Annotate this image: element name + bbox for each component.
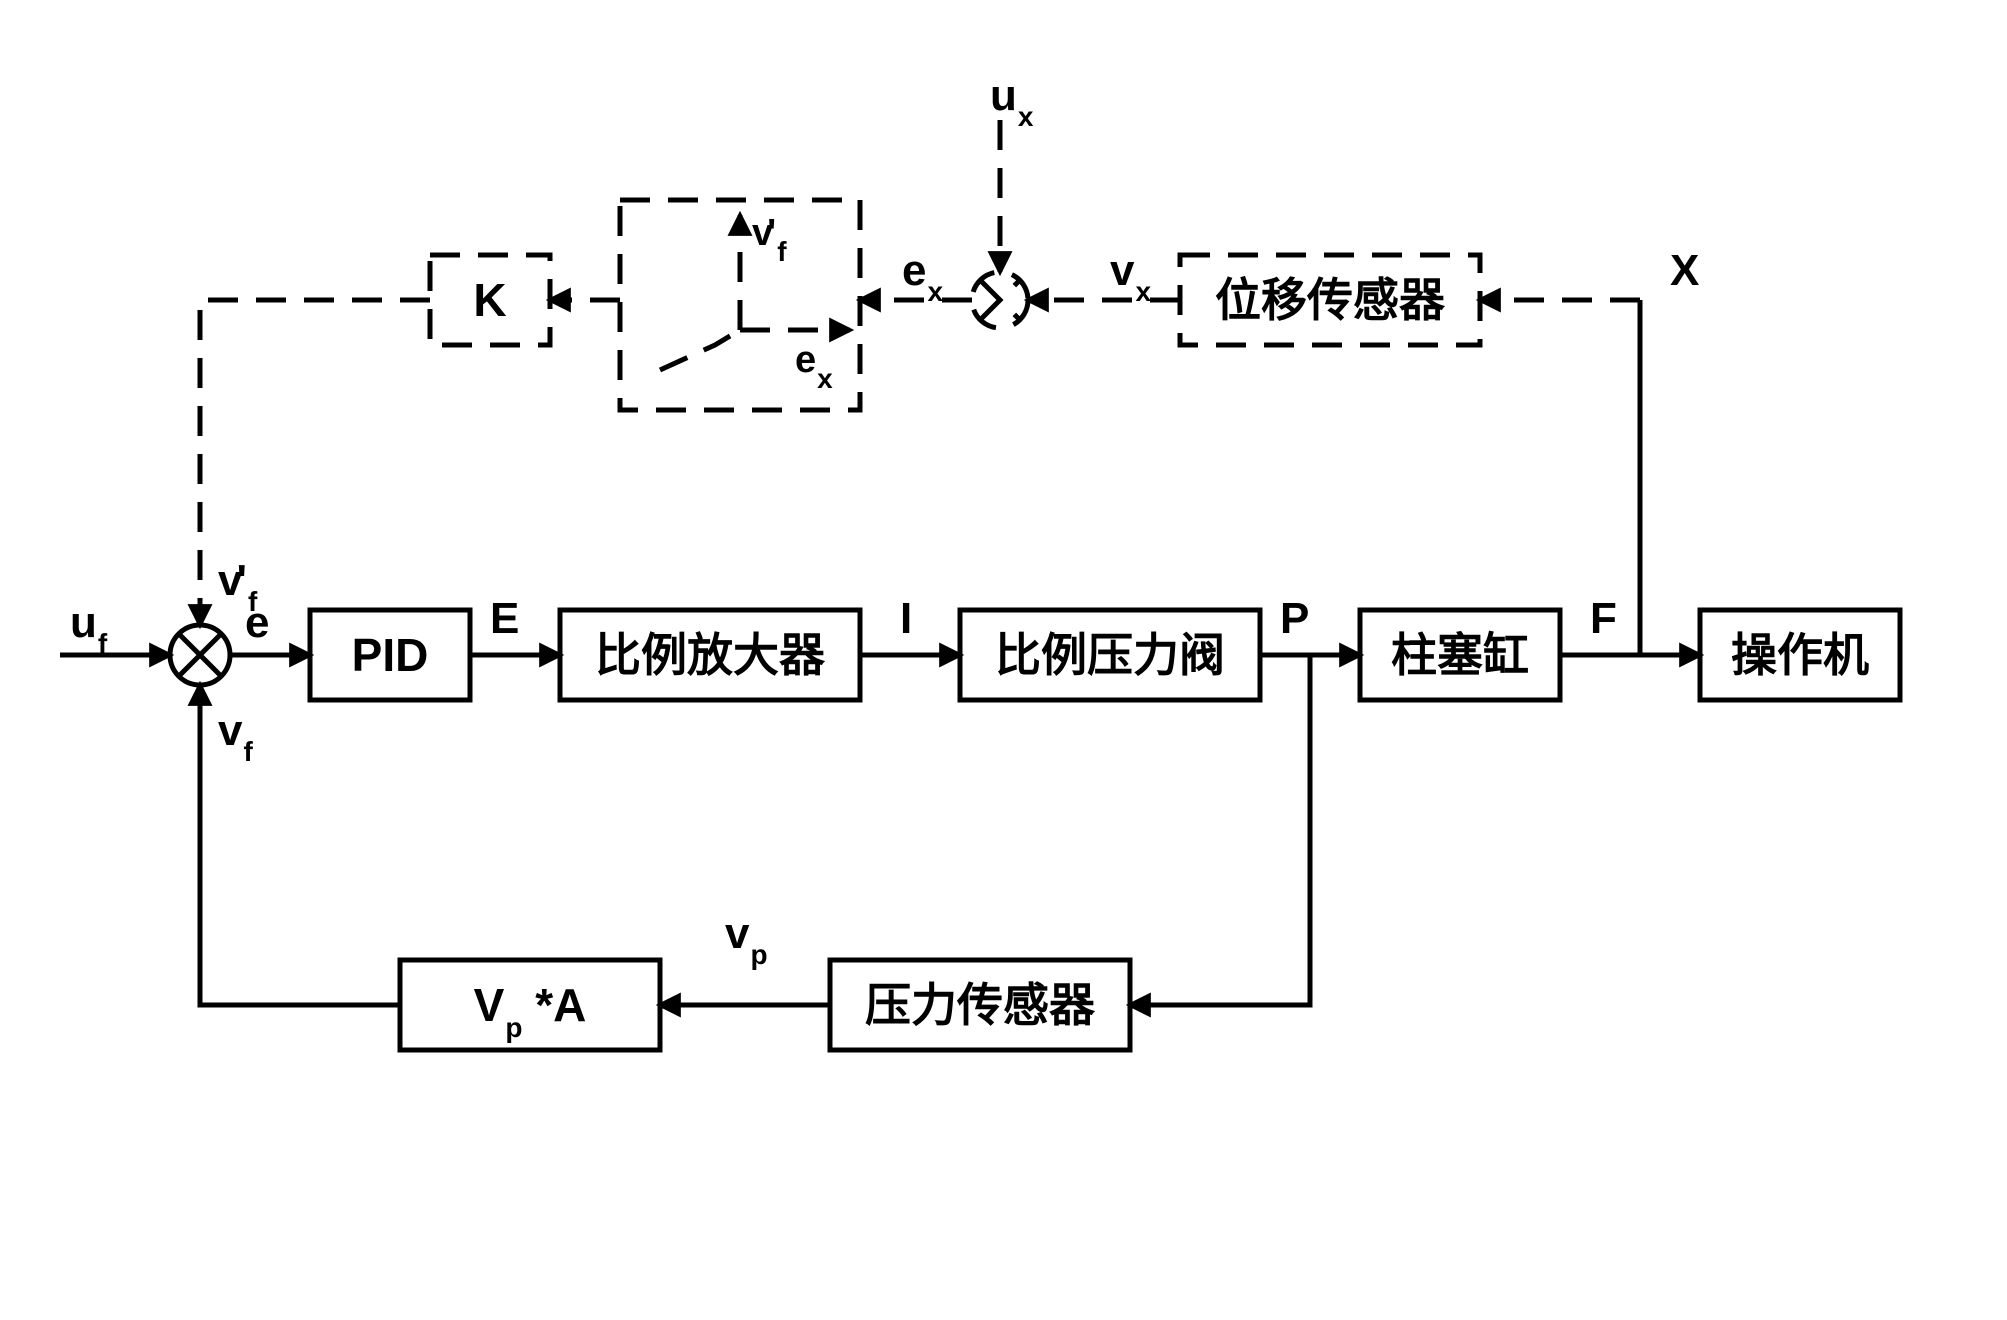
label-vp: vp [725, 909, 768, 970]
block-label-manip: 操作机 [1731, 629, 1869, 681]
label-E: E [490, 594, 519, 643]
nl-y-label: v'f [752, 212, 787, 267]
block-label-amp: 比例放大器 [595, 629, 826, 681]
block-label-pid: PID [352, 629, 429, 681]
block-label-cyl: 柱塞缸 [1391, 629, 1529, 681]
nl-curve [660, 330, 740, 370]
label-uf: uf [70, 598, 108, 659]
label-vf: vf [218, 706, 253, 767]
block-label-valve: 比例压力阀 [995, 629, 1225, 681]
edge-P-to-sensor [1130, 655, 1310, 1005]
label-F: F [1590, 594, 1617, 643]
label-ex: ex [902, 246, 943, 307]
block-label-press_sens: 压力传感器 [865, 979, 1096, 1031]
label-P: P [1280, 594, 1309, 643]
block-label-k: K [473, 274, 506, 326]
label-vfp: v'f [218, 556, 258, 617]
label-ux: ux [990, 71, 1034, 132]
block-label-vp_a: Vp *A [474, 979, 587, 1043]
label-I: I [900, 594, 912, 643]
control-block-diagram: PID比例放大器比例压力阀柱塞缸操作机Vp *A压力传感器K位移传感器ufeEI… [0, 0, 2007, 1320]
label-X: X [1670, 246, 1699, 295]
nl-x-label: ex [795, 339, 833, 394]
label-vx: vx [1110, 246, 1151, 307]
block-label-disp_sens: 位移传感器 [1215, 274, 1446, 326]
